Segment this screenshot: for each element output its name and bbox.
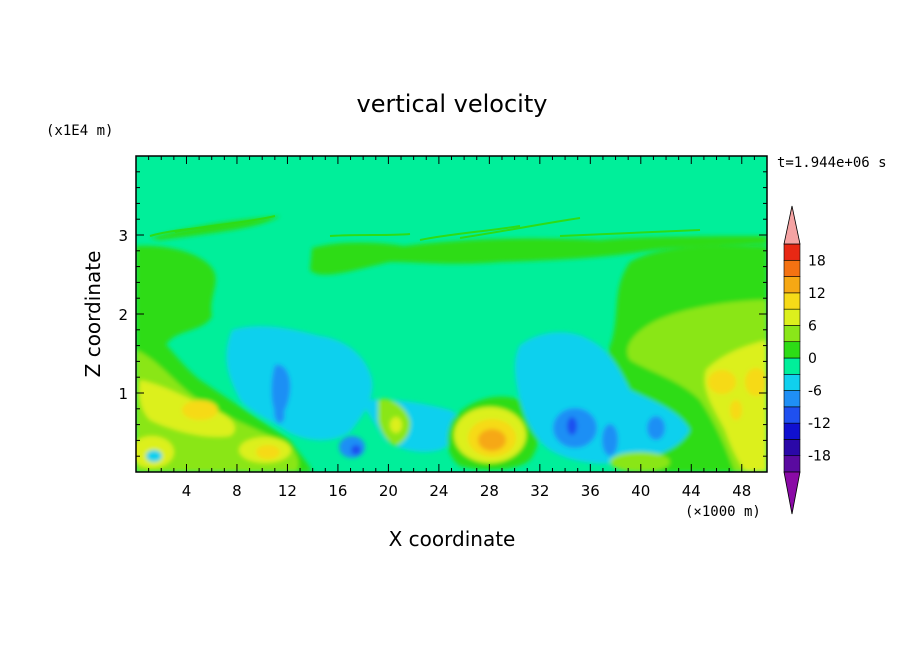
core-x37	[602, 424, 618, 456]
region-center-neg	[226, 326, 373, 441]
blob-corner-core	[146, 450, 162, 462]
colorbar-label: 18	[808, 253, 826, 269]
y-tick-label: 3	[118, 227, 128, 245]
colorbar: 18 12 6 0 -6 -12 -18	[783, 205, 831, 515]
contour-fill	[136, 216, 767, 472]
colorbar-swatch	[783, 373, 801, 391]
core-x10-lower	[274, 396, 285, 424]
updraft-orange	[478, 429, 506, 451]
blob-x40-low	[610, 452, 670, 472]
colorbar-label: 6	[808, 318, 817, 334]
x-unit-label: (×1000 m)	[685, 504, 761, 520]
colorbar-swatch	[783, 292, 801, 310]
colorbar-swatch	[783, 341, 801, 359]
colorbar-swatch	[783, 276, 801, 294]
blob-x47-low	[730, 400, 742, 420]
x-axis-label: X coordinate	[389, 527, 516, 551]
core-x41	[647, 416, 665, 440]
y-axis-label: Z coordinate	[81, 251, 105, 378]
time-label: t=1.944e+06 s	[777, 155, 887, 171]
x-tick-label: 48	[732, 482, 751, 500]
colorbar-swatch	[783, 308, 801, 326]
streaks	[149, 215, 701, 241]
region-mid-plateau	[310, 236, 767, 275]
colorbar-swatch	[783, 243, 801, 261]
colorbar-label: 12	[808, 286, 826, 302]
x-tick-label: 24	[429, 482, 448, 500]
x-tick-label: 16	[328, 482, 347, 500]
colorbar-swatch	[783, 259, 801, 277]
colorbar-label: -18	[808, 449, 831, 465]
x-ticks: 4 8 12 16 20 24 28 32 36 40 44 48	[148, 156, 755, 500]
x-tick-label: 12	[278, 482, 297, 500]
colorbar-label: -12	[808, 416, 831, 432]
x-tick-label: 20	[379, 482, 398, 500]
colorbar-over-arrow	[783, 205, 801, 245]
x-tick-label: 44	[682, 482, 701, 500]
core-x17-deep	[351, 445, 361, 455]
colorbar-under-arrow	[783, 471, 801, 515]
colorbar-label: -6	[808, 384, 822, 400]
chart-title: vertical velocity	[357, 90, 548, 118]
colorbar-swatch	[783, 439, 801, 457]
blob-x5	[182, 400, 218, 420]
blob-x47	[708, 370, 736, 394]
y-tick-label: 1	[118, 385, 128, 403]
x-tick-label: 4	[182, 482, 192, 500]
colorbar-swatch	[783, 357, 801, 375]
blob-x10-core	[256, 445, 280, 459]
y-ticks: 1 2 3	[118, 171, 767, 457]
colorbar-swatch	[783, 422, 801, 440]
x-tick-label: 40	[631, 482, 650, 500]
y-tick-label: 2	[118, 306, 128, 324]
x-tick-label: 8	[232, 482, 242, 500]
colorbar-label: 0	[808, 351, 817, 367]
x-tick-label: 36	[581, 482, 600, 500]
plot-area	[136, 156, 767, 472]
core-x34-deep	[567, 417, 577, 435]
colorbar-swatch	[783, 325, 801, 343]
plot-frame: 4 8 12 16 20 24 28 32 36 40 44 48 123	[118, 155, 768, 500]
colorbar-swatch	[783, 455, 801, 473]
y-unit-label: (x1E4 m)	[46, 123, 113, 139]
colorbar-swatch	[783, 390, 801, 408]
x-tick-label: 28	[480, 482, 499, 500]
blob-x49	[745, 368, 767, 396]
blob-x19-core	[390, 417, 402, 433]
x-tick-label: 32	[530, 482, 549, 500]
colorbar-swatch	[783, 406, 801, 424]
